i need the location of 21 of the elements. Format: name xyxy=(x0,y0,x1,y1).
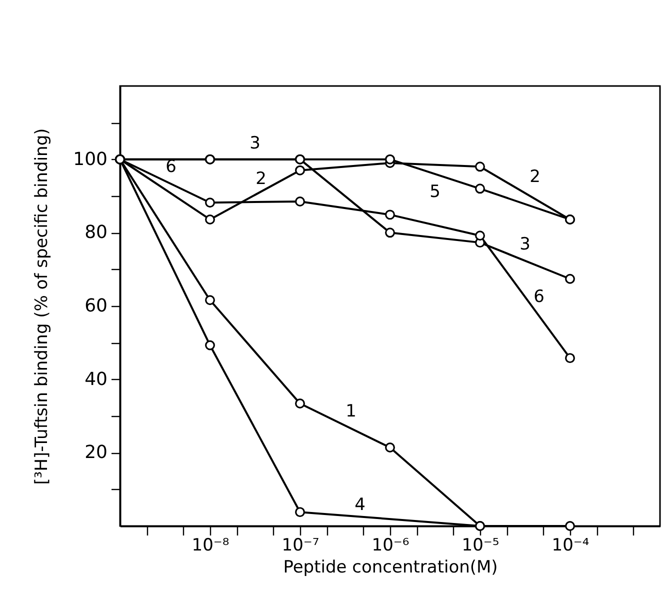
y-axis-title: [³H]-Tuftsin binding (% of specific binding) xyxy=(32,128,52,485)
x-tick-label: 10⁻⁴ xyxy=(552,536,590,556)
y-tick-label: 40 xyxy=(84,368,108,390)
text: 2 xyxy=(530,167,540,188)
series-label: 5 xyxy=(430,182,440,202)
series-label: 3 xyxy=(520,234,530,255)
text: 3 xyxy=(250,133,260,154)
x-tick-label: 10⁻⁵ xyxy=(462,536,500,556)
y-tick-label: 80 xyxy=(84,222,108,244)
x-tick-label: 10⁻⁸ xyxy=(192,536,230,556)
y-tick-label: 60 xyxy=(84,296,108,316)
series-label: 6 xyxy=(534,286,544,307)
x-tick-label: 10⁻⁷ xyxy=(282,536,320,556)
series-label: 1 xyxy=(346,402,356,422)
x-axis-title: Peptide concentration(M) xyxy=(283,558,498,578)
y-tick-label: 20 xyxy=(84,442,108,464)
text: 6 xyxy=(166,156,176,177)
series-label: 4 xyxy=(354,495,366,516)
y-tick-label: 100 xyxy=(73,148,108,170)
x-tick-label: 10⁻⁶ xyxy=(372,536,410,556)
series-label: 2 xyxy=(256,168,266,189)
